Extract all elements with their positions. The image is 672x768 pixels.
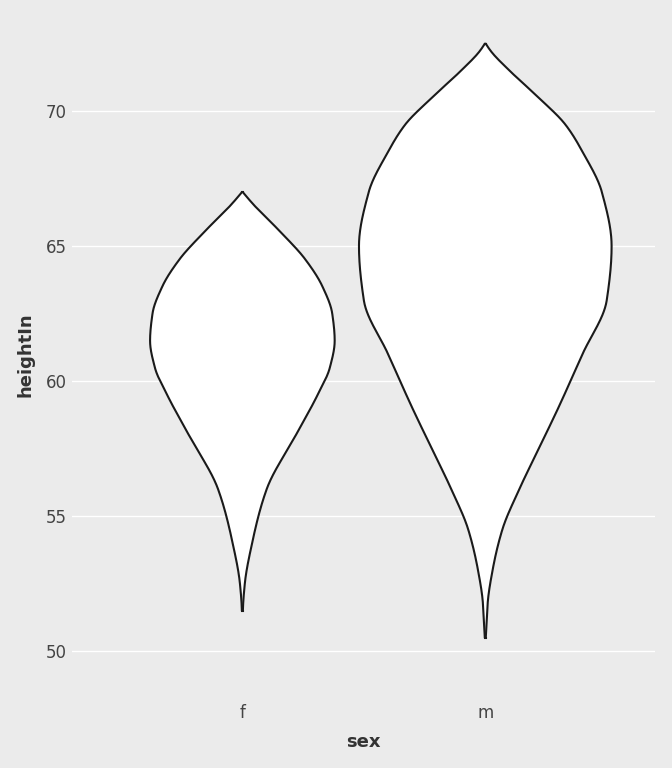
Polygon shape [150,192,335,611]
X-axis label: sex: sex [347,733,381,751]
Y-axis label: heightIn: heightIn [17,312,35,396]
Polygon shape [359,44,612,637]
